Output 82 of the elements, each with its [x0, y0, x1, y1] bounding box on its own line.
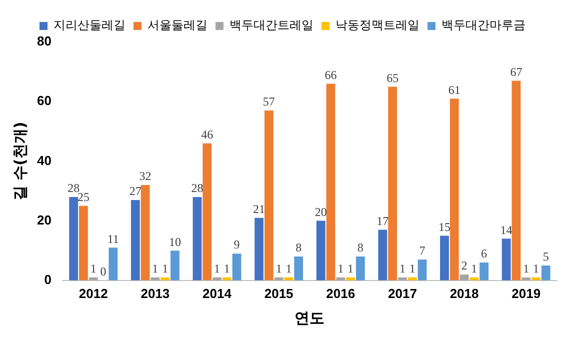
bar — [450, 98, 459, 280]
y-tick-label: 40 — [36, 152, 52, 168]
x-tick-label: 2013 — [140, 286, 170, 301]
data-label: 5 — [542, 250, 549, 264]
data-label: 46 — [201, 127, 214, 142]
bar — [316, 220, 326, 280]
data-label: 11 — [107, 232, 119, 246]
data-label: 1 — [214, 262, 220, 276]
data-label: 21 — [253, 202, 266, 216]
bar — [170, 250, 180, 280]
bar — [294, 256, 304, 280]
data-label: 57 — [262, 94, 275, 109]
bar — [69, 196, 78, 280]
data-label: 10 — [168, 234, 181, 249]
bar — [140, 185, 150, 280]
bar — [192, 196, 202, 280]
data-label: 8 — [296, 240, 302, 255]
data-label: 66 — [324, 68, 337, 82]
data-label: 1 — [338, 262, 344, 276]
bar — [79, 206, 88, 280]
data-label: 28 — [68, 181, 80, 196]
legend-label: 백두대간트레일 — [230, 18, 314, 32]
bar — [388, 86, 398, 280]
data-label: 1 — [348, 262, 354, 276]
data-label: 67 — [510, 64, 522, 79]
data-label: 27 — [129, 184, 142, 198]
bar — [440, 236, 449, 280]
data-label: 1 — [532, 262, 539, 276]
y-tick-label: 0 — [44, 272, 52, 287]
bar — [512, 80, 521, 280]
y-tick-label: 80 — [36, 34, 52, 49]
legend-label: 서울둘레길 — [148, 18, 208, 32]
bar — [130, 200, 140, 280]
data-label: 1 — [152, 262, 158, 276]
x-axis-title: 연도 — [294, 308, 325, 327]
bar — [418, 260, 427, 280]
data-label: 14 — [500, 222, 512, 237]
x-tick-label: 2012 — [78, 286, 108, 301]
data-label: 1 — [224, 262, 230, 276]
legend-label: 낙동정맥트레일 — [336, 18, 420, 32]
y-tick-label: 60 — [36, 93, 52, 108]
data-label: 1 — [523, 262, 530, 276]
data-label: 1 — [90, 262, 96, 276]
data-label: 1 — [399, 262, 406, 276]
bar — [326, 84, 336, 280]
data-label: 25 — [77, 190, 90, 204]
y-tick-label: 20 — [36, 212, 52, 228]
data-label: 1 — [286, 262, 292, 276]
data-label: 20 — [314, 204, 327, 219]
x-tick-label: 2019 — [512, 286, 541, 301]
data-label: 1 — [162, 262, 168, 276]
legend-label: 백두대간마루금 — [442, 18, 526, 32]
legend-label: 지리산둘레길 — [54, 18, 126, 32]
data-label: 0 — [100, 264, 106, 279]
data-label: 1 — [409, 262, 416, 276]
data-label: 61 — [448, 82, 460, 97]
bar — [480, 262, 489, 280]
bar — [202, 143, 212, 280]
data-label: 2 — [461, 258, 468, 273]
data-label: 9 — [234, 238, 240, 252]
data-label: 32 — [139, 169, 152, 184]
data-label: 6 — [481, 246, 488, 261]
x-tick-label: 2018 — [450, 286, 479, 301]
x-tick-label: 2015 — [264, 286, 294, 301]
bar — [356, 256, 365, 280]
bar — [232, 254, 242, 280]
bar — [264, 110, 274, 280]
bar — [541, 266, 550, 280]
data-label: 65 — [386, 70, 399, 85]
data-label: 8 — [357, 240, 364, 255]
bar — [108, 248, 118, 280]
data-label: 7 — [419, 244, 426, 258]
data-label: 1 — [276, 262, 282, 276]
bar — [502, 238, 511, 280]
x-tick-label: 2014 — [202, 286, 232, 301]
bar — [254, 218, 264, 280]
y-axis-title: 길 수(천개) — [10, 122, 29, 201]
x-tick-label: 2017 — [388, 286, 417, 301]
x-tick-label: 2016 — [326, 286, 356, 301]
data-label: 15 — [438, 220, 450, 234]
data-label: 1 — [471, 262, 478, 276]
bar — [378, 230, 388, 280]
